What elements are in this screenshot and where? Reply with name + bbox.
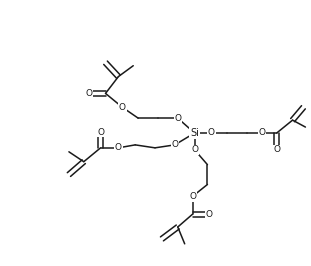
Text: O: O (273, 145, 280, 154)
Text: O: O (171, 140, 178, 149)
Text: O: O (208, 128, 215, 138)
Text: O: O (206, 210, 213, 219)
Text: O: O (119, 103, 126, 112)
Text: O: O (97, 127, 104, 136)
Text: O: O (189, 192, 196, 201)
Text: Si: Si (190, 128, 199, 138)
Text: O: O (174, 114, 181, 123)
Text: O: O (191, 145, 198, 154)
Text: O: O (85, 89, 92, 98)
Text: O: O (258, 128, 265, 138)
Text: O: O (115, 143, 122, 152)
